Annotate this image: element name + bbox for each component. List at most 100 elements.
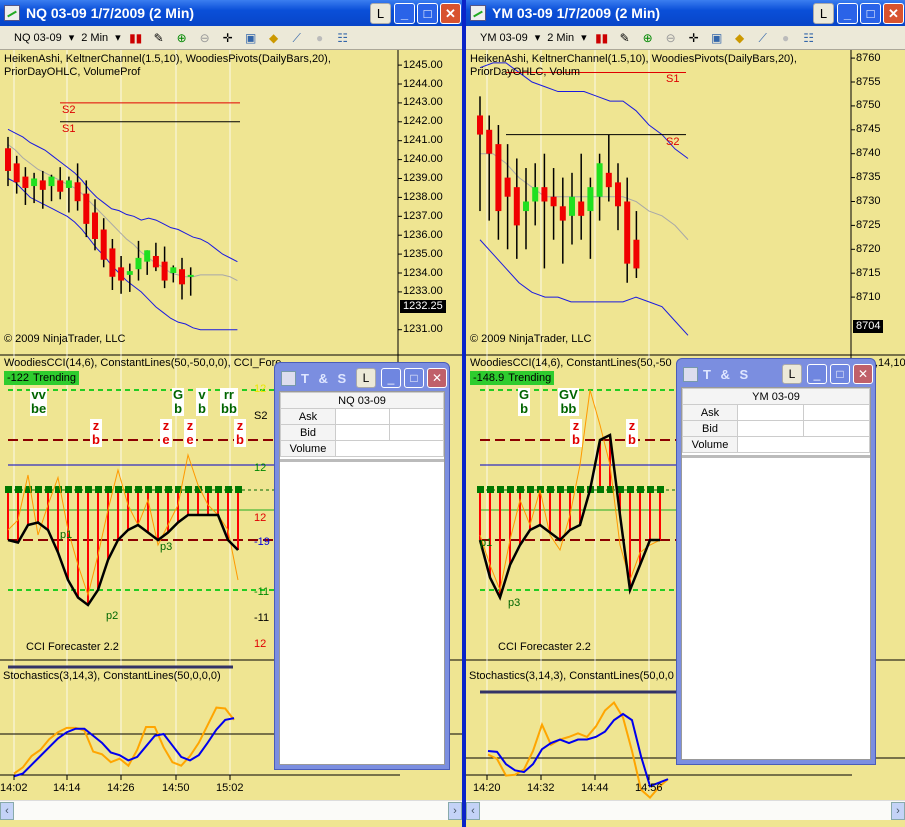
ts-link-button[interactable]: L <box>356 368 376 388</box>
ts-close-button[interactable]: ✕ <box>853 364 873 384</box>
price-tick-label: 1242.00 <box>403 115 443 128</box>
ts-value <box>803 404 870 421</box>
cci-trend-badge: -122 Trending <box>4 371 80 385</box>
candle-down <box>57 180 64 192</box>
window-title: YM 03-09 1/7/2009 (2 Min) <box>492 5 661 21</box>
zoom-out-icon[interactable]: ⊖ <box>665 30 676 45</box>
bar-type-icon[interactable]: ▮▮ <box>129 30 143 45</box>
candle-down <box>100 229 107 260</box>
horizontal-scrollbar[interactable]: ‹ › <box>0 800 462 820</box>
price-tick-label: 1245.00 <box>403 58 443 71</box>
dropdown-arrow-icon[interactable]: ▾ <box>68 32 75 44</box>
cci-indicator-title: WoodiesCCI(14,6), ConstantLines(50,-50,0… <box>4 357 282 369</box>
pivot-label: S1 <box>62 122 76 135</box>
signal-pattern: z <box>92 418 100 433</box>
close-button[interactable]: ✕ <box>440 3 461 24</box>
chart-canvas[interactable] <box>0 0 462 827</box>
ts-titlebar[interactable]: T & S <box>275 363 449 391</box>
ts-maximize-button[interactable]: □ <box>830 364 850 384</box>
candle-down <box>5 148 11 171</box>
dropdown-arrow-icon[interactable]: ▾ <box>581 32 587 44</box>
cci-plus-marker <box>637 486 644 493</box>
draw-tool-icon[interactable]: ✎ <box>619 30 630 45</box>
maximize-button[interactable]: □ <box>417 3 438 24</box>
dropdown-arrow-icon[interactable]: ▾ <box>534 32 541 44</box>
ts-link-button[interactable]: L <box>782 364 802 384</box>
candle-up <box>65 180 72 188</box>
link-button[interactable]: L <box>370 3 391 24</box>
scroll-right-button[interactable]: › <box>891 802 905 820</box>
zoom-in-icon[interactable]: ⊕ <box>642 30 653 45</box>
ts-value <box>737 404 804 421</box>
crosshair-icon[interactable]: ✛ <box>222 30 233 45</box>
window-titlebar[interactable]: YM 03-09 1/7/2009 (2 Min) L _ □ ✕ <box>466 0 905 26</box>
maximize-button[interactable]: □ <box>860 3 881 24</box>
cci-pivot-point-label: p1 <box>60 529 73 541</box>
ts-minimize-button[interactable]: _ <box>381 368 401 388</box>
crosshair-icon[interactable]: ✛ <box>688 30 699 45</box>
candle-down <box>109 248 116 277</box>
chart-toolbar: NQ 03-09 ▾ 2 Min ▾ ▮▮ ✎ ⊕ ⊖ ✛ ▣ ◆ ⟋ ● ☷ <box>0 26 462 50</box>
candle-down <box>495 144 502 212</box>
strategy-icon[interactable]: ◆ <box>735 30 745 45</box>
horizontal-scrollbar[interactable]: ‹ › <box>466 800 905 820</box>
candle-down <box>179 269 185 285</box>
time-and-sales-window[interactable]: T & S L _ □ ✕ YM 03-09 Ask Bid Volume <box>676 358 876 765</box>
ts-value <box>335 440 444 457</box>
indicators-icon[interactable]: ⟋ <box>758 30 767 45</box>
data-box-icon[interactable]: ▣ <box>711 30 723 45</box>
ts-maximize-button[interactable]: □ <box>404 368 424 388</box>
candle-down <box>477 115 483 135</box>
link-button[interactable]: L <box>813 3 834 24</box>
instrument-selector[interactable]: NQ 03-09 <box>14 31 62 44</box>
bar-type-icon[interactable]: ▮▮ <box>595 30 609 45</box>
indicators-icon[interactable]: ⟋ <box>292 30 301 45</box>
minimize-button[interactable]: _ <box>837 3 858 24</box>
ts-trades-list[interactable] <box>280 459 444 827</box>
candle-down <box>74 182 81 202</box>
stoch-indicator-title: Stochastics(3,14,3), ConstantLines(50,0,… <box>469 670 674 682</box>
orders-icon[interactable]: ● <box>782 30 790 45</box>
scroll-left-button[interactable]: ‹ <box>466 802 480 820</box>
keltner-lower-line <box>479 239 689 336</box>
time-and-sales-window[interactable]: T & S L _ □ ✕ NQ 03-09 Ask Bid Volume <box>274 362 450 770</box>
instrument-selector[interactable]: YM 03-09 <box>480 31 528 44</box>
ts-value <box>737 436 870 453</box>
last-price-tag: 1232.25 <box>400 300 446 314</box>
interval-selector[interactable]: 2 Min <box>547 31 575 44</box>
candle-down <box>161 261 168 281</box>
time-label: 14:26 <box>107 782 135 794</box>
price-tick-label: 1235.00 <box>403 247 443 260</box>
ts-trades-list[interactable] <box>682 455 870 826</box>
orders-icon[interactable]: ● <box>316 30 324 45</box>
data-box-icon[interactable]: ▣ <box>245 30 257 45</box>
signal-pattern: rr <box>223 387 234 402</box>
ts-titlebar[interactable]: T & S <box>677 359 875 387</box>
window-titlebar[interactable]: NQ 03-09 1/7/2009 (2 Min) L _ □ ✕ <box>0 0 462 26</box>
draw-tool-icon[interactable]: ✎ <box>153 30 164 45</box>
candle-up <box>135 257 142 270</box>
price-tick-label: 1241.00 <box>403 134 443 147</box>
ts-minimize-button[interactable]: _ <box>807 364 827 384</box>
close-button[interactable]: ✕ <box>883 3 904 24</box>
strategy-icon[interactable]: ◆ <box>269 30 279 45</box>
zoom-in-icon[interactable]: ⊕ <box>176 30 187 45</box>
dropdown-arrow-icon[interactable]: ▾ <box>115 32 121 44</box>
candle-down <box>578 201 585 216</box>
cci-indicator-title: WoodiesCCI(14,6), ConstantLines(50,-50 <box>470 357 672 369</box>
cci-plus-marker <box>497 486 504 493</box>
minimize-button[interactable]: _ <box>394 3 415 24</box>
scroll-right-button[interactable]: › <box>448 802 462 820</box>
properties-icon[interactable]: ☷ <box>337 30 349 45</box>
cci-pivot-point-label: p3 <box>160 541 173 553</box>
interval-selector[interactable]: 2 Min <box>81 31 109 44</box>
keltner-upper-line <box>7 128 238 263</box>
zoom-out-icon[interactable]: ⊖ <box>199 30 210 45</box>
scroll-left-button[interactable]: ‹ <box>0 802 14 820</box>
properties-icon[interactable]: ☷ <box>803 30 815 45</box>
ts-close-button[interactable]: ✕ <box>427 368 447 388</box>
ts-row-label: Volume <box>682 436 738 453</box>
